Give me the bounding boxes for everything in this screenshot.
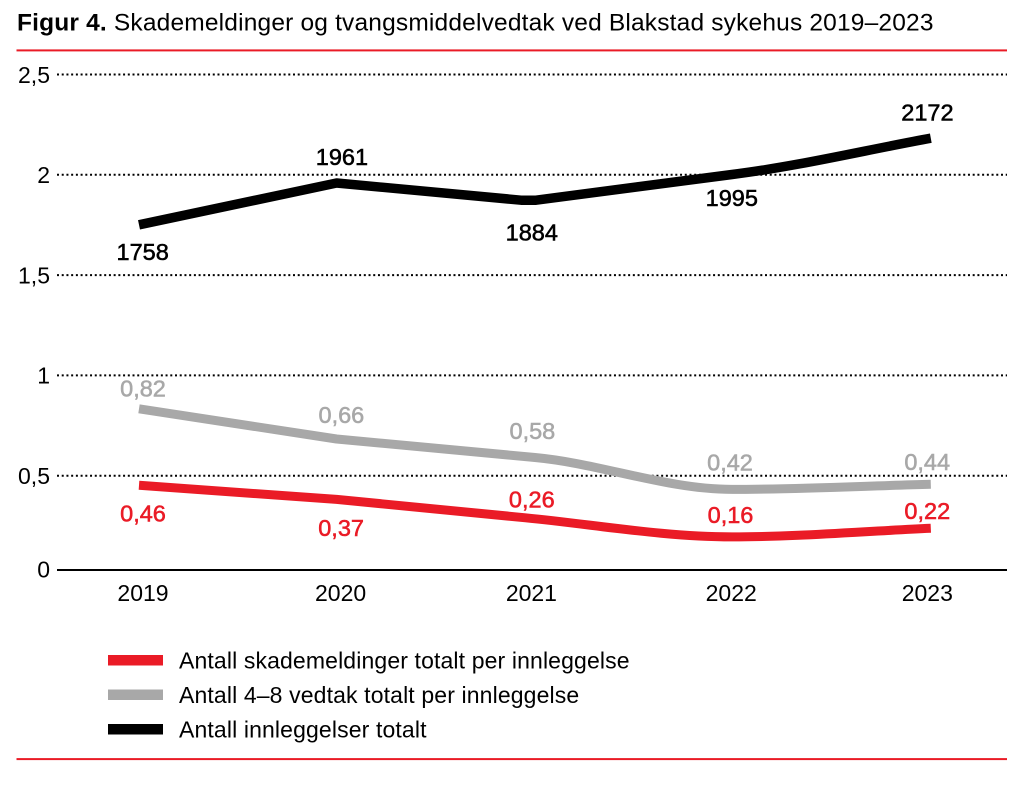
svg-text:0,5: 0,5 [18,463,50,489]
svg-text:0,42: 0,42 [707,450,753,476]
svg-text:2172: 2172 [901,100,953,126]
svg-text:0,58: 0,58 [510,418,556,444]
svg-text:1995: 1995 [706,185,758,211]
svg-text:2020: 2020 [315,580,366,606]
svg-text:1961: 1961 [316,144,368,170]
svg-text:1758: 1758 [117,239,169,265]
svg-text:1: 1 [37,363,50,389]
svg-text:Figur 4. Skademeldinger og tva: Figur 4. Skademeldinger og tvangsmiddelv… [17,9,934,36]
svg-text:0,37: 0,37 [318,515,364,541]
svg-text:Antall innleggelser totalt: Antall innleggelser totalt [179,716,427,742]
svg-text:2: 2 [37,162,50,188]
svg-text:0,26: 0,26 [509,487,555,513]
svg-text:2022: 2022 [706,580,757,606]
svg-text:1884: 1884 [506,219,558,245]
svg-text:2021: 2021 [506,580,557,606]
svg-text:0,82: 0,82 [120,376,166,402]
svg-text:1,5: 1,5 [18,262,50,288]
svg-text:0,46: 0,46 [120,501,166,527]
svg-text:Antall 4–8 vedtak totalt per i: Antall 4–8 vedtak totalt per innleggelse [179,682,579,708]
svg-text:Antall skademeldinger totalt p: Antall skademeldinger totalt per innlegg… [179,647,630,673]
svg-text:0,22: 0,22 [904,498,950,524]
svg-text:0,16: 0,16 [708,502,754,528]
svg-text:2023: 2023 [902,580,953,606]
svg-text:0: 0 [37,556,50,582]
svg-text:2,5: 2,5 [18,62,50,88]
svg-text:2019: 2019 [117,580,168,606]
svg-text:0,66: 0,66 [319,402,365,428]
svg-text:0,44: 0,44 [904,449,950,475]
